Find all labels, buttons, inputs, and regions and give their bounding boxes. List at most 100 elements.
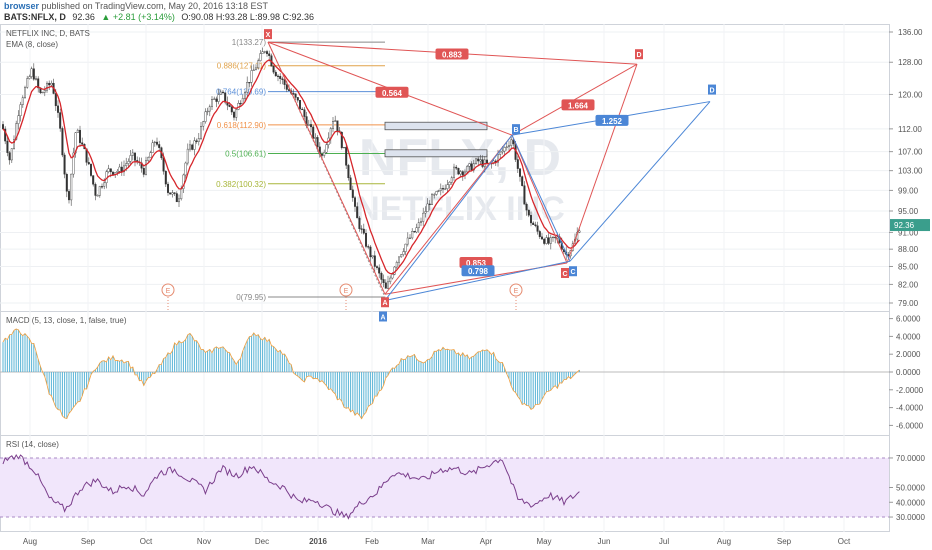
candle-body — [384, 282, 387, 289]
candle-body — [109, 168, 112, 173]
candle-body — [285, 84, 288, 90]
candle-body — [516, 159, 519, 169]
fib-level-label: 0.5(106.61) — [225, 149, 266, 158]
last-price: 92.36 — [72, 12, 95, 22]
grid-lines — [0, 24, 889, 532]
candle-body — [422, 212, 425, 222]
price-tick-label: 88.00 — [898, 245, 919, 254]
candle-body — [274, 71, 277, 77]
candle-body — [292, 93, 295, 95]
candle-body — [70, 173, 73, 201]
candle-body — [283, 79, 286, 85]
candle-body — [310, 124, 313, 128]
pattern-leg — [384, 260, 571, 301]
candle-body — [239, 103, 242, 105]
candle-body — [8, 152, 11, 161]
chart-canvas[interactable]: NFLX, D NETFLIX INC 1(133.27)0.886(127.1… — [0, 24, 932, 550]
pattern-point-label: C — [570, 269, 575, 276]
time-tick-label: Feb — [365, 537, 379, 546]
candle-body — [367, 246, 370, 248]
rsi-tick-label: 30.0000 — [896, 513, 925, 522]
price-tick-label: 112.00 — [898, 125, 922, 134]
candle-body — [461, 171, 464, 176]
candle-body — [184, 162, 187, 176]
candle-body — [523, 185, 526, 205]
macd-panel — [0, 311, 890, 436]
fib-trend-line — [267, 41, 386, 298]
candle-body — [103, 182, 106, 187]
macd-tick-label: -2.0000 — [896, 386, 924, 395]
candle-body — [413, 231, 416, 233]
pattern-point-marker — [264, 29, 272, 40]
ratio-badge — [561, 99, 595, 111]
candle-body — [365, 233, 368, 247]
candle-body — [4, 128, 7, 142]
pattern-point-label: A — [380, 314, 385, 321]
candle-body — [204, 111, 207, 122]
time-tick-label: Sep — [81, 537, 96, 546]
price-axis[interactable]: 136.00 128.00 120.00 112.00 107.00 103.00 99.0… — [889, 28, 930, 308]
candle-body — [316, 137, 319, 148]
candle-body — [296, 97, 299, 101]
candle-body — [72, 152, 75, 175]
candle-body — [213, 98, 216, 100]
candle-body — [41, 91, 44, 94]
candle-body — [26, 78, 29, 88]
time-axis[interactable]: Aug Sep Oct Nov Dec 2016 Feb Mar Apr May Jun Jul Aug… — [23, 537, 851, 546]
author-link[interactable]: browser — [4, 1, 40, 11]
candle-body — [46, 82, 49, 91]
candle-body — [188, 144, 191, 150]
candle-body — [301, 108, 304, 111]
candle-body — [406, 237, 409, 245]
candle-body — [369, 246, 372, 258]
fib-level-label: 0.618(112.90) — [217, 121, 267, 130]
candle-body — [358, 217, 361, 229]
earnings-label: E — [514, 288, 519, 295]
earnings-marker — [509, 283, 523, 297]
candle-body — [501, 150, 504, 153]
time-tick-label: Jul — [659, 537, 669, 546]
candle-body — [503, 147, 506, 152]
candle-body — [197, 138, 200, 142]
candle-body — [444, 188, 447, 190]
candle-body — [486, 159, 489, 164]
candle-body — [294, 93, 297, 98]
pattern-point-label: A — [382, 300, 387, 307]
candle-body — [510, 139, 513, 146]
fib-level-label: 0.382(100.32) — [216, 180, 266, 189]
candle-body — [420, 221, 423, 223]
price-panel — [0, 24, 890, 312]
pattern-point-marker — [561, 267, 569, 278]
fib-retracement: 1(133.27) 0.886(127.11) 0.764(120.69) 0.618… — [216, 38, 488, 302]
candle-body — [177, 198, 180, 203]
candle-body — [395, 262, 398, 268]
candle-body — [224, 92, 227, 103]
candle-body — [87, 162, 90, 165]
candle-body — [354, 197, 357, 207]
candle-body — [433, 194, 436, 196]
candle-body — [261, 51, 264, 54]
rsi-tick-label: 50.0000 — [896, 484, 925, 493]
ema-path — [2, 59, 580, 275]
publish-info: published on TradingView.com, May 20, 20… — [41, 1, 269, 11]
candle-body — [402, 251, 405, 255]
earnings-marker — [161, 283, 175, 297]
fib-level-label: 1(133.27) — [232, 38, 267, 47]
candle-body — [166, 183, 169, 193]
ratio-badge — [375, 86, 409, 98]
pattern-point-marker — [635, 49, 643, 60]
price-tick-label: 99.00 — [898, 186, 919, 195]
pattern-leg — [267, 41, 386, 295]
earnings-label: E — [166, 288, 171, 295]
time-tick-label: May — [536, 537, 551, 546]
candle-body — [215, 98, 218, 102]
candle-body — [142, 168, 145, 175]
candle-body — [508, 145, 511, 148]
candle-body — [263, 51, 266, 53]
candle-body — [131, 152, 134, 156]
pattern-point-marker — [381, 297, 389, 308]
candle-body — [547, 237, 550, 244]
candle-body — [400, 254, 403, 258]
candle-body — [521, 176, 524, 186]
rsi-label: RSI (14, close) — [6, 440, 59, 449]
